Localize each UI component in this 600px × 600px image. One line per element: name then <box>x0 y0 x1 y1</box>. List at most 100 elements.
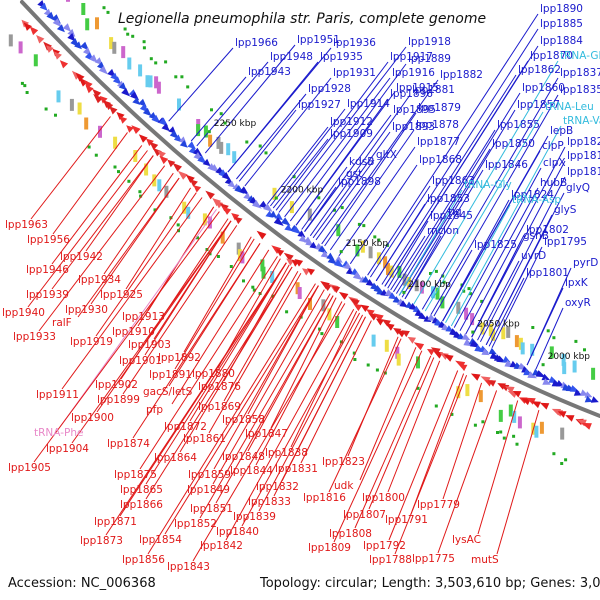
plus-gene-label[interactable]: lpp1863 <box>432 175 475 187</box>
plus-gene-label[interactable]: lpp1935 <box>320 51 363 63</box>
plus-gene-label[interactable]: lpp1870 <box>530 50 573 62</box>
plus-gene-label[interactable]: lpp1895 <box>393 104 436 116</box>
minus-gene-label[interactable]: lpp1911 <box>36 389 79 401</box>
plus-gene-label[interactable]: lpp1893 <box>392 121 435 133</box>
minus-gene-label[interactable]: lpp1919 <box>70 336 113 348</box>
plus-gene-label[interactable]: lpp1936 <box>333 37 376 49</box>
plus-gene-label[interactable]: lpp1795 <box>544 236 587 248</box>
minus-gene-label[interactable]: lpp1866 <box>120 499 163 511</box>
plus-gene-label[interactable]: lpp1868 <box>419 154 462 166</box>
minus-gene-label[interactable]: lpp1823 <box>322 456 365 468</box>
minus-gene-label[interactable]: lpp1892 <box>158 352 201 364</box>
minus-gene-label[interactable]: lpp1847 <box>245 428 288 440</box>
minus-gene-label[interactable]: lpp1901 <box>119 355 162 367</box>
minus-gene-label[interactable]: lpp1940 <box>2 307 45 319</box>
minus-gene-label[interactable]: lpp1934 <box>78 274 121 286</box>
minus-gene-label[interactable]: lpp1792 <box>363 540 406 552</box>
plus-gene-label[interactable]: lpp1822 <box>567 136 600 148</box>
plus-gene-label[interactable]: gst <box>346 168 362 180</box>
minus-gene-label[interactable]: lpp1913 <box>122 311 165 323</box>
plus-gene-label[interactable]: gshB <box>523 230 549 242</box>
plus-gene-label[interactable]: lpp1912 <box>330 116 373 128</box>
minus-gene-label[interactable]: lpp1880 <box>192 368 235 380</box>
plus-gene-label[interactable]: lpp1884 <box>540 35 583 47</box>
minus-gene-label[interactable]: lpp1939 <box>26 289 69 301</box>
minus-gene-label[interactable]: lpp1899 <box>97 394 140 406</box>
minus-gene-label[interactable]: lpp1903 <box>128 339 171 351</box>
minus-gene-label[interactable]: lpp1869 <box>198 401 241 413</box>
minus-gene-label[interactable]: ralF <box>52 317 72 329</box>
minus-gene-label[interactable]: lpp1848 <box>222 451 265 463</box>
plus-gene-label[interactable]: lepB <box>550 125 573 137</box>
minus-gene-label[interactable]: lpp1842 <box>200 540 243 552</box>
plus-gene-label[interactable]: lpp1890 <box>540 3 583 15</box>
plus-gene-label[interactable]: lpp1918 <box>408 36 451 48</box>
minus-gene-label[interactable]: lpp1840 <box>216 526 259 538</box>
minus-gene-label[interactable]: lpp1800 <box>362 492 405 504</box>
minus-gene-label[interactable]: lpp1844 <box>230 465 273 477</box>
plus-gene-label[interactable]: lpp1928 <box>308 83 351 95</box>
plus-gene-label[interactable]: lpp1948 <box>270 51 313 63</box>
plus-gene-label[interactable]: lpp1802 <box>526 224 569 236</box>
minus-gene-label[interactable]: lpp1873 <box>80 535 123 547</box>
minus-gene-label[interactable]: lpp1839 <box>233 511 276 523</box>
plus-gene-label[interactable]: lpxK <box>565 277 589 289</box>
plus-gene-label[interactable]: glyQ <box>566 182 590 194</box>
plus-gene-label[interactable]: lpp1824 <box>511 189 554 201</box>
plus-gene-label[interactable]: lpp1877 <box>417 136 460 148</box>
minus-gene-label[interactable]: lpp1849 <box>187 484 230 496</box>
plus-gene-label[interactable]: lpp1915 <box>396 82 439 94</box>
minus-gene-label[interactable]: lpp1807 <box>343 509 386 521</box>
plus-gene-label[interactable]: lpp1855 <box>497 119 540 131</box>
minus-gene-label[interactable]: lpp1942 <box>60 251 103 263</box>
plus-gene-label[interactable]: lpp1951 <box>297 34 340 46</box>
plus-gene-label[interactable]: pyrD <box>573 257 598 269</box>
plus-gene-label[interactable]: lpp1837 <box>560 67 600 79</box>
minus-gene-label[interactable]: tRNA-Phe <box>34 427 83 439</box>
minus-gene-label[interactable]: lpp1930 <box>65 304 108 316</box>
plus-gene-label[interactable]: lpp1879 <box>418 102 461 114</box>
minus-gene-label[interactable]: lpp1872 <box>164 421 207 433</box>
minus-gene-label[interactable]: lpp1838 <box>265 447 308 459</box>
minus-gene-label[interactable]: lpp1833 <box>248 496 291 508</box>
plus-gene-label[interactable]: lpp1916 <box>392 67 435 79</box>
plus-gene-label[interactable]: lpp1811 <box>567 166 600 178</box>
plus-gene-label[interactable]: lon <box>443 225 459 237</box>
minus-gene-label[interactable]: pfp <box>146 404 163 416</box>
plus-gene-label[interactable]: lpp1818 <box>567 150 600 162</box>
minus-gene-label[interactable]: lpp1963 <box>5 219 48 231</box>
minus-gene-label[interactable]: lpp1831 <box>275 463 318 475</box>
plus-gene-label[interactable]: lpp1862 <box>518 64 561 76</box>
plus-gene-label[interactable]: lpp1898 <box>338 176 381 188</box>
plus-gene-label[interactable]: rnc <box>427 225 444 237</box>
plus-gene-label[interactable]: lpp1853 <box>427 193 470 205</box>
plus-gene-label[interactable]: uvrD <box>521 250 546 262</box>
minus-gene-label[interactable]: lpp1891 <box>149 369 192 381</box>
plus-gene-label[interactable]: lpp1943 <box>248 66 291 78</box>
minus-gene-label[interactable]: lpp1900 <box>71 412 114 424</box>
minus-gene-label[interactable]: lpp1865 <box>120 484 163 496</box>
minus-gene-label[interactable]: lpp1809 <box>308 542 351 554</box>
minus-gene-label[interactable]: lpp1910 <box>112 326 155 338</box>
plus-gene-label[interactable]: clpP <box>542 140 564 152</box>
plus-gene-label[interactable]: lpp1860 <box>522 82 565 94</box>
minus-gene-label[interactable]: lpp1933 <box>13 331 56 343</box>
plus-gene-label[interactable]: lpp1909 <box>330 128 373 140</box>
minus-gene-label[interactable]: lpp1788 <box>369 554 412 566</box>
plus-gene-label[interactable]: gltX <box>376 149 397 161</box>
plus-gene-label[interactable]: tRNA-Leu <box>545 101 594 113</box>
plus-gene-label[interactable]: lpp1881 <box>412 84 455 96</box>
minus-gene-label[interactable]: lpp1832 <box>256 481 299 493</box>
plus-gene-label[interactable]: tRNA-Val <box>563 115 600 127</box>
minus-gene-label[interactable]: lpp1858 <box>222 414 265 426</box>
minus-gene-label[interactable]: lpp1859 <box>188 469 231 481</box>
minus-gene-label[interactable]: lpp1791 <box>385 514 428 526</box>
minus-gene-label[interactable]: gacS/letS <box>143 386 193 398</box>
plus-gene-label[interactable]: lpp1931 <box>333 67 376 79</box>
plus-gene-label[interactable]: lpp1857 <box>517 99 560 111</box>
plus-gene-label[interactable]: lpp1835 <box>560 84 600 96</box>
plus-gene-label[interactable]: lpp1846 <box>485 159 528 171</box>
plus-gene-label[interactable]: lpp1889 <box>408 53 451 65</box>
minus-gene-label[interactable]: lpp1876 <box>198 381 241 393</box>
minus-gene-label[interactable]: lpp1925 <box>100 289 143 301</box>
